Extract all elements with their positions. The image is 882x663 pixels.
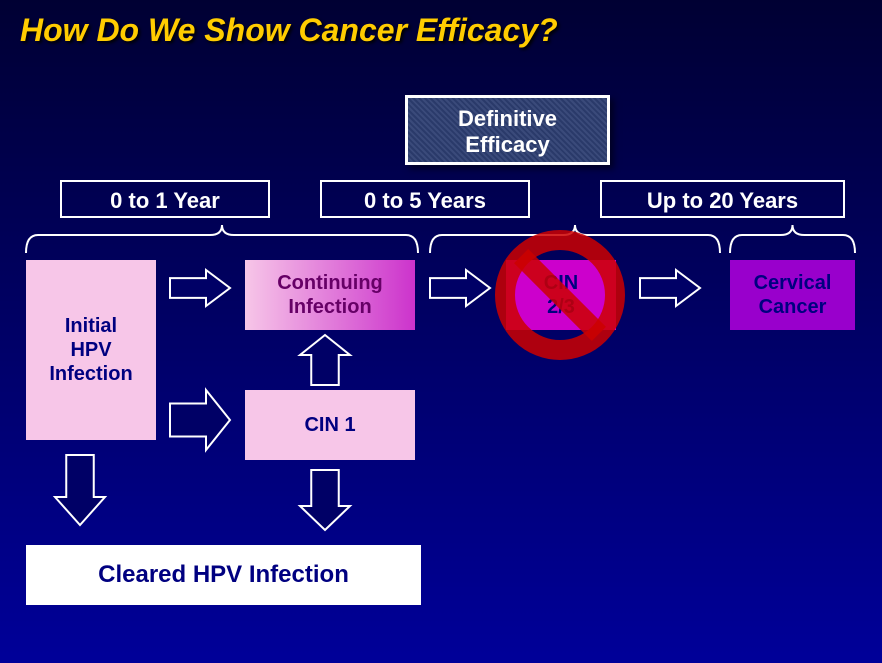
time-label-1: 0 to 5 Years <box>320 180 530 218</box>
node-initial-l3: Infection <box>49 362 132 386</box>
node-cancer-l2: Cancer <box>754 295 832 319</box>
node-continuing-l1: Continuing <box>277 271 383 295</box>
node-initial-l1: Initial <box>49 314 132 338</box>
node-cin23-l2: 2/3 <box>544 295 578 319</box>
time-label-2: Up to 20 Years <box>600 180 845 218</box>
node-initial-hpv: Initial HPV Infection <box>26 260 156 440</box>
time-label-0: 0 to 1 Year <box>60 180 270 218</box>
node-cin1: CIN 1 <box>245 390 415 460</box>
efficacy-line1: Definitive <box>428 106 587 132</box>
efficacy-label: Definitive Efficacy <box>405 95 610 165</box>
node-continuing-infection: Continuing Infection <box>245 260 415 330</box>
node-initial-l2: HPV <box>49 338 132 362</box>
node-cin23: CIN 2/3 <box>506 260 616 330</box>
node-cleared-hpv: Cleared HPV Infection <box>26 545 421 605</box>
node-cancer-l1: Cervical <box>754 271 832 295</box>
node-continuing-l2: Infection <box>277 295 383 319</box>
node-cervical-cancer: Cervical Cancer <box>730 260 855 330</box>
node-cin23-l1: CIN <box>544 271 578 295</box>
efficacy-line2: Efficacy <box>428 132 587 158</box>
slide-title: How Do We Show Cancer Efficacy? <box>20 12 558 49</box>
node-cin1-l1: CIN 1 <box>304 413 355 437</box>
